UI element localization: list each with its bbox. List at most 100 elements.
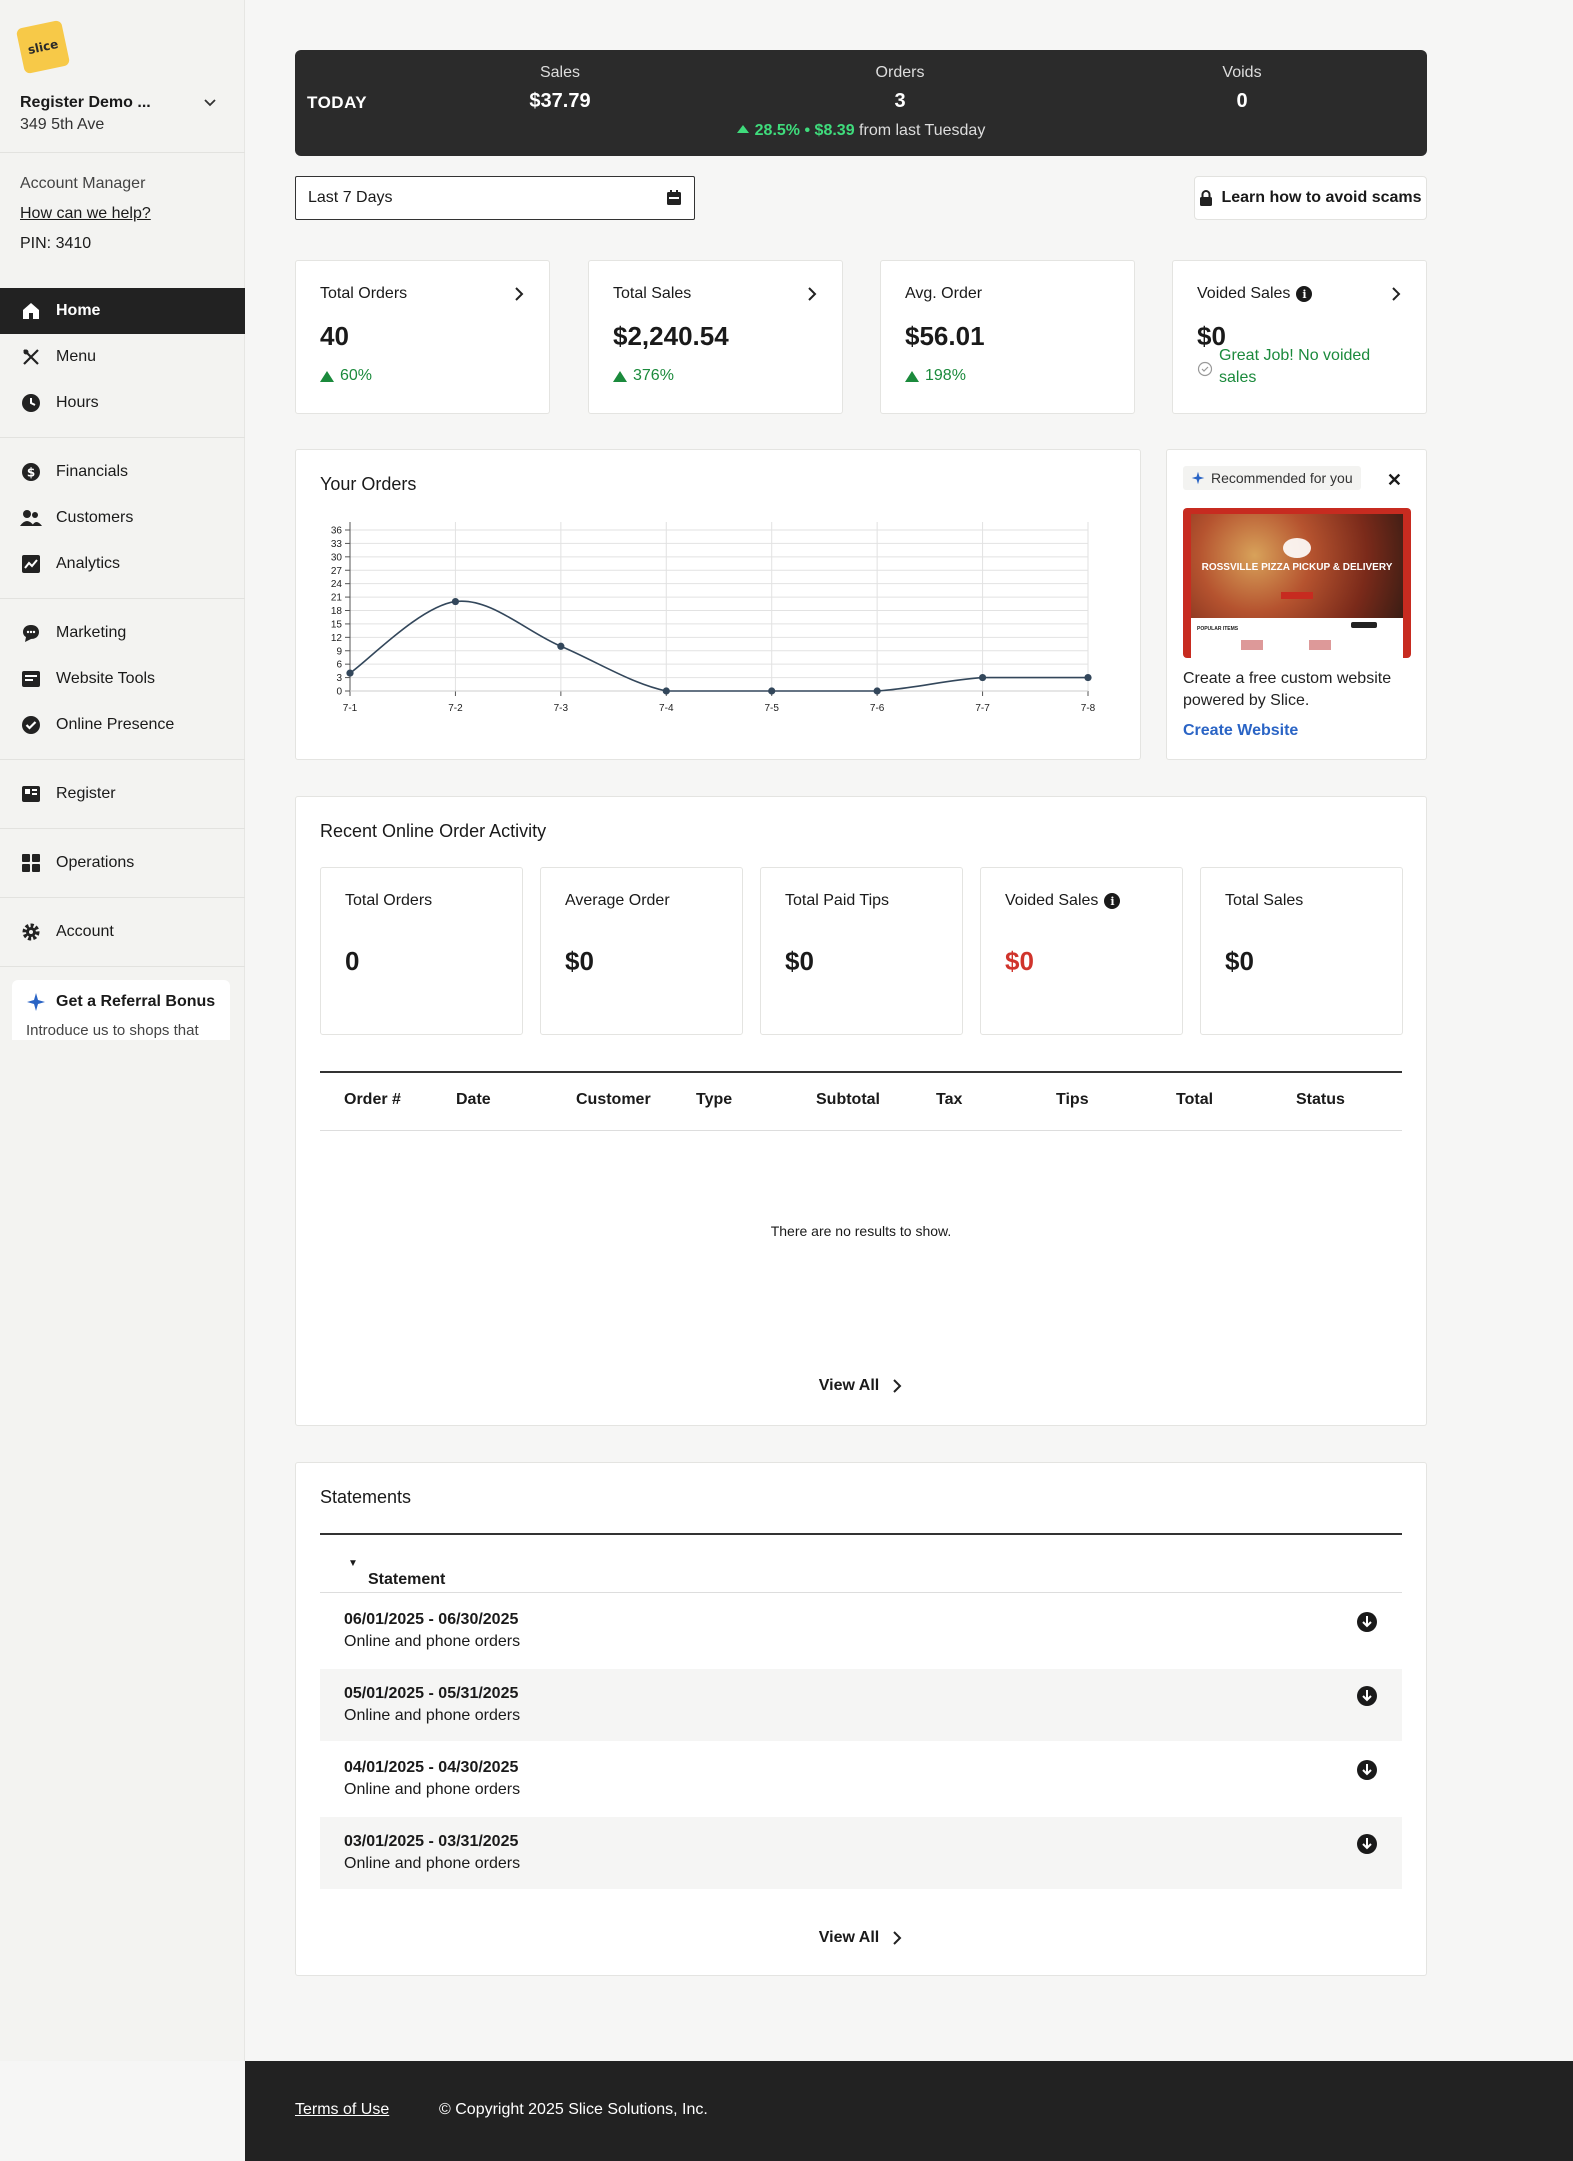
y-tick-label: 33 <box>331 539 343 550</box>
statement-dates: 06/01/2025 - 06/30/2025 <box>344 1611 519 1628</box>
view-all-statements-link[interactable]: View All <box>296 1929 1426 1947</box>
today-orders-label: Orders <box>875 64 925 81</box>
preview-menu-strip: POPULAR ITEMS <box>1191 618 1403 658</box>
col-date[interactable]: Date <box>456 1091 491 1108</box>
home-icon <box>20 300 42 322</box>
y-tick-label: 36 <box>331 526 343 537</box>
nav-register[interactable]: Register <box>0 771 245 817</box>
register-icon <box>20 783 42 805</box>
chevron-right-icon <box>1392 287 1401 301</box>
chevron-right-icon <box>893 1931 902 1945</box>
date-range-select[interactable]: Last 7 Days <box>295 176 695 220</box>
col-subtotal[interactable]: Subtotal <box>816 1091 880 1108</box>
recent-activity-card: Recent Online Order Activity Total Order… <box>295 796 1427 1426</box>
today-voids-value: 0 <box>1236 90 1248 112</box>
stat-label: Total Sales <box>613 285 692 302</box>
sparkle-icon <box>27 993 45 1011</box>
nav-menu[interactable]: Menu <box>0 334 245 380</box>
stat-label: Voided Sales i <box>1197 285 1313 303</box>
sort-down-icon: ▼ <box>348 1558 358 1569</box>
statement-row[interactable]: 06/01/2025 - 06/30/2025 Online and phone… <box>320 1595 1402 1667</box>
statement-row[interactable]: 05/01/2025 - 05/31/2025 Online and phone… <box>320 1669 1402 1741</box>
voided-sales-card[interactable]: Voided Sales i $0 Great Job! No voided sa… <box>1172 260 1427 414</box>
divider <box>0 437 245 438</box>
y-tick-label: 18 <box>331 606 343 617</box>
col-tax[interactable]: Tax <box>936 1091 963 1108</box>
nav-online-presence[interactable]: Online Presence <box>0 702 245 748</box>
trend-up-icon <box>613 370 627 382</box>
recent-activity-title: Recent Online Order Activity <box>320 821 547 841</box>
y-tick-label: 0 <box>336 687 342 698</box>
download-icon[interactable] <box>1356 1611 1378 1633</box>
col-tips[interactable]: Tips <box>1056 1091 1089 1108</box>
nav-label: Operations <box>56 854 135 871</box>
chevron-down-icon[interactable] <box>203 96 217 110</box>
today-orders: Orders 3 <box>825 64 975 113</box>
referral-bonus-card[interactable]: Get a Referral Bonus Introduce us to sho… <box>12 980 230 1040</box>
chevron-right-icon <box>808 287 817 301</box>
statement-subtitle: Online and phone orders <box>344 1633 521 1650</box>
trend-text: from last Tuesday <box>859 122 986 139</box>
help-link[interactable]: How can we help? <box>20 205 151 222</box>
close-icon[interactable]: ✕ <box>1386 470 1402 490</box>
copyright-text: © Copyright 2025 Slice Solutions, Inc. <box>439 2101 708 2118</box>
nav-home[interactable]: Home <box>0 288 245 334</box>
total-sales-card[interactable]: Total Sales $2,240.54 376% <box>588 260 843 414</box>
trend-up-icon <box>736 125 749 133</box>
avoid-scams-button[interactable]: Learn how to avoid scams <box>1194 176 1427 220</box>
store-name[interactable]: Register Demo ... <box>20 94 151 111</box>
terms-of-use-link[interactable]: Terms of Use <box>295 2101 390 2118</box>
nav-analytics[interactable]: Analytics <box>0 541 245 587</box>
statement-subtitle: Online and phone orders <box>344 1855 521 1872</box>
col-statement[interactable]: Statement ▼ <box>344 1553 445 1588</box>
download-icon[interactable] <box>1356 1759 1378 1781</box>
statements-table-header: Statement ▼ <box>320 1533 1402 1593</box>
x-tick-label: 7-8 <box>1081 703 1096 714</box>
date-range-value: Last 7 Days <box>308 189 393 206</box>
download-icon[interactable] <box>1356 1833 1378 1855</box>
stat-change-value: 198% <box>925 367 966 384</box>
nav-operations[interactable]: Operations <box>0 840 245 886</box>
stat-change-value: 376% <box>633 367 674 384</box>
data-point <box>1084 673 1092 682</box>
today-label: TODAY <box>307 93 368 112</box>
online-average-order-card: Average Order $0 <box>540 867 743 1035</box>
footer: Terms of Use © Copyright 2025 Slice Solu… <box>245 2061 1573 2161</box>
view-all-orders-link[interactable]: View All <box>296 1377 1426 1395</box>
create-website-link[interactable]: Create Website <box>1183 722 1299 739</box>
divider <box>0 598 245 599</box>
nav-customers[interactable]: Customers <box>0 495 245 541</box>
col-total[interactable]: Total <box>1176 1091 1214 1108</box>
x-tick-label: 7-1 <box>343 703 358 714</box>
download-icon[interactable] <box>1356 1685 1378 1707</box>
today-orders-value: 3 <box>894 90 906 112</box>
nav-account[interactable]: Account <box>0 909 245 955</box>
statements-title: Statements <box>320 1487 412 1507</box>
slice-logo[interactable]: slice <box>15 19 71 75</box>
info-icon[interactable]: i <box>1104 893 1121 909</box>
today-sales: Sales $37.79 <box>485 64 635 113</box>
nav-website-tools[interactable]: Website Tools <box>0 656 245 702</box>
statement-row[interactable]: 03/01/2025 - 03/31/2025 Online and phone… <box>320 1817 1402 1889</box>
today-trend: 28.5% • $8.39 from last Tuesday <box>295 122 1427 140</box>
nav-marketing[interactable]: Marketing <box>0 610 245 656</box>
statement-subtitle: Online and phone orders <box>344 1781 521 1798</box>
col-order-number[interactable]: Order # <box>344 1091 401 1108</box>
mini-label: Average Order <box>565 892 670 909</box>
y-tick-label: 27 <box>331 566 343 577</box>
mini-label: Total Sales <box>1225 892 1304 909</box>
stat-change: 198% <box>905 367 966 385</box>
info-icon[interactable]: i <box>1296 286 1313 302</box>
col-type[interactable]: Type <box>696 1091 733 1108</box>
statement-row[interactable]: 04/01/2025 - 04/30/2025 Online and phone… <box>320 1743 1402 1815</box>
stat-change-value: 60% <box>340 367 373 384</box>
total-orders-card[interactable]: Total Orders 40 60% <box>295 260 550 414</box>
stat-label-text: Voided Sales <box>1197 285 1291 302</box>
pin-label: PIN: 3410 <box>20 235 92 252</box>
col-customer[interactable]: Customer <box>576 1091 651 1108</box>
col-status[interactable]: Status <box>1296 1091 1345 1108</box>
your-orders-title: Your Orders <box>320 474 417 494</box>
nav-label: Financials <box>56 463 129 480</box>
nav-financials[interactable]: $ Financials <box>0 449 245 495</box>
nav-hours[interactable]: Hours <box>0 380 245 426</box>
